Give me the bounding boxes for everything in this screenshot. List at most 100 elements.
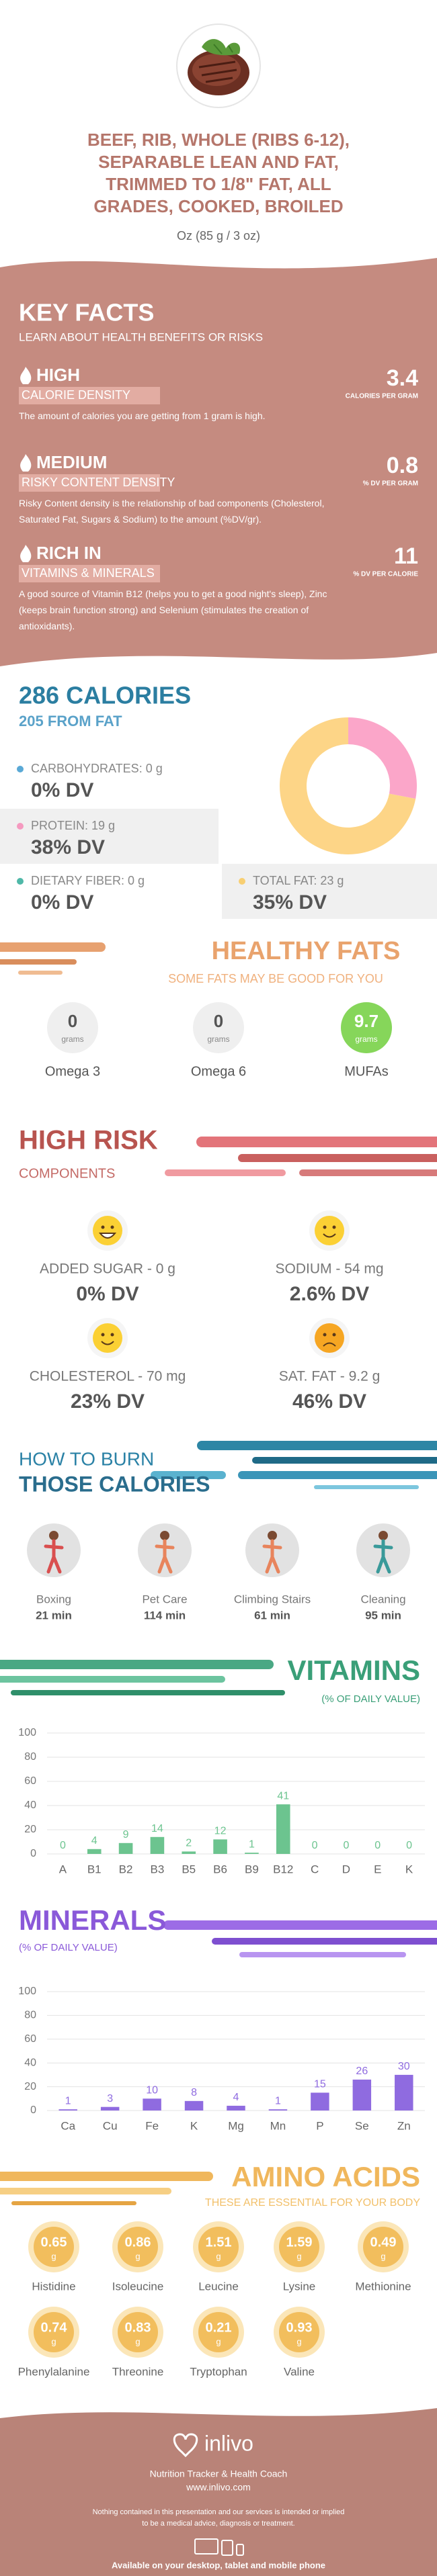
value-label: 0 (312, 1840, 318, 1851)
nutrient-dot (17, 823, 24, 830)
fact-unit: % DV PER GRAM (363, 480, 418, 488)
fact-level: RICH IN (36, 543, 102, 563)
chart-subtitle: (% OF DAILY VALUE) (19, 1942, 118, 1953)
value-label: 14 (151, 1823, 163, 1834)
fat-circle (47, 1002, 98, 1053)
activity-head (160, 1531, 169, 1540)
x-tick-label: B6 (213, 1863, 227, 1875)
x-tick-label: B12 (273, 1863, 293, 1875)
nutrient-label: TOTAL FAT: 23 g (253, 874, 344, 887)
amino-unit: g (296, 2251, 301, 2261)
x-tick-label: A (59, 1863, 67, 1875)
amino-name: Threonine (112, 2365, 164, 2378)
disclaimer: to be a medical advice, diagnosis or tre… (142, 2520, 294, 2528)
amino-value: 0.21 (206, 2320, 232, 2335)
availability: Available on your desktop, tablet and mo… (112, 2560, 325, 2570)
title-line: BEEF, RIB, WHOLE (RIBS 6-12), (87, 130, 350, 150)
y-tick-label: 20 (24, 2081, 36, 2092)
nutrient-dv: 0% DV (31, 891, 93, 914)
x-tick-label: Ca (61, 2119, 75, 2132)
risk-dv: 2.6% DV (290, 1283, 369, 1305)
fact-value: 0.8 (387, 453, 418, 478)
fact-label-bg (19, 474, 160, 492)
fact-label: RISKY CONTENT DENSITY (22, 476, 175, 489)
value-label: 4 (233, 2092, 239, 2103)
bar (352, 2079, 372, 2111)
risk-label: SAT. FAT - 9.2 g (279, 1369, 381, 1384)
fat-value: 0 (214, 1011, 223, 1031)
amino-circle (118, 2312, 158, 2352)
value-label: 0 (406, 1840, 412, 1851)
activity-name: Pet Care (142, 1593, 187, 1605)
bar (245, 1853, 259, 1854)
amino-unit: g (135, 2336, 140, 2346)
y-tick-label: 80 (24, 1751, 36, 1763)
donut-segment (348, 717, 417, 799)
fact-value: 3.4 (387, 365, 418, 391)
amino-circle (279, 2312, 319, 2352)
section-title: THOSE CALORIES (19, 1472, 210, 1496)
x-tick-label: K (405, 1863, 413, 1875)
amino-name: Valine (284, 2365, 315, 2378)
fact-icon (20, 545, 32, 562)
x-tick-label: B5 (182, 1863, 196, 1875)
y-tick-label: 100 (18, 1986, 36, 1997)
bar (276, 1804, 290, 1854)
value-label: 0 (374, 1840, 381, 1851)
x-tick-label: B9 (245, 1863, 259, 1875)
y-tick-label: 60 (24, 2033, 36, 2045)
amino-circle (34, 2312, 74, 2352)
amino-circle (363, 2227, 403, 2267)
nutrient-background (0, 809, 218, 864)
emoji-eye (332, 1225, 336, 1229)
x-tick-label: Cu (103, 2119, 118, 2132)
amino-value: 1.51 (206, 2235, 232, 2250)
amino-circle (198, 2312, 239, 2352)
section-subtitle: SOME FATS MAY BE GOOD FOR YOU (168, 972, 383, 985)
bar (87, 1849, 102, 1854)
fat-name: MUFAs (344, 1064, 389, 1079)
value-label: 3 (107, 2093, 113, 2104)
emoji-eye (332, 1333, 336, 1337)
amino-unit: g (51, 2336, 56, 2346)
amino-unit: g (51, 2251, 56, 2261)
activity-name: Boxing (36, 1593, 71, 1605)
section-title: HEALTHY FATS (212, 937, 401, 965)
amino-value: 0.49 (370, 2235, 397, 2250)
activity-figure (262, 1539, 282, 1574)
fact-label: CALORIE DENSITY (22, 388, 130, 402)
section-subtitle: COMPONENTS (19, 1166, 115, 1181)
chart-title: MINERALS (19, 1904, 166, 1936)
section-title: AMINO ACIDS (231, 2161, 420, 2192)
fact-level: HIGH (36, 365, 80, 385)
bar (100, 2106, 120, 2111)
value-label: 1 (275, 2095, 281, 2106)
value-label: 4 (91, 1835, 97, 1847)
fact-level: MEDIUM (36, 452, 107, 472)
value-label: 10 (146, 2085, 158, 2096)
value-label: 12 (214, 1826, 227, 1837)
activity-head (49, 1531, 58, 1540)
brand-url: www.inlivo.com (186, 2482, 251, 2493)
section-subtitle: LEARN ABOUT HEALTH BENEFITS OR RISKS (19, 330, 263, 343)
risk-dv: 0% DV (76, 1283, 138, 1305)
value-label: 0 (343, 1840, 349, 1851)
emoji-face (315, 1323, 344, 1353)
amino-name: Tryptophan (190, 2365, 247, 2378)
activity-figure (373, 1539, 393, 1574)
device-icon (236, 2544, 244, 2556)
fact-text: Risky Content density is the relationshi… (19, 498, 324, 525)
y-tick-label: 40 (24, 2057, 36, 2068)
nutrient-dv: 35% DV (253, 891, 327, 914)
fact-text: A good source of Vitamin B12 (helps you … (19, 588, 327, 631)
fat-unit: grams (61, 1034, 83, 1044)
activity-time: 114 min (144, 1609, 186, 1622)
amino-value: 0.74 (41, 2320, 68, 2335)
y-tick-label: 40 (24, 1800, 36, 1811)
fact-unit: % DV PER CALORIE (353, 571, 418, 578)
calories-subtitle: 205 FROM FAT (19, 713, 122, 729)
title-line: SEPARABLE LEAN AND FAT, (98, 152, 339, 172)
risk-label: ADDED SUGAR - 0 g (40, 1261, 175, 1277)
